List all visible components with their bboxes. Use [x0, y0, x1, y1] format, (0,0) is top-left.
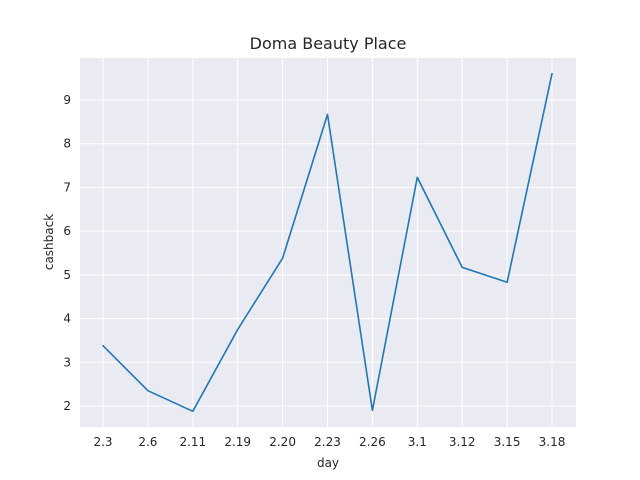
grid-lines [80, 58, 576, 427]
x-tick-labels: 2.3 2.6 2.11 2.19 2.20 2.23 2.26 3.1 3.12 3.15 3.1… [93, 435, 565, 449]
x-tick-label: 3.18 [539, 435, 566, 449]
y-axis-label: cashback [42, 214, 56, 270]
x-axis-label: day [317, 456, 339, 470]
y-tick-label: 3 [63, 355, 71, 369]
y-tick-label: 6 [63, 224, 71, 238]
x-tick-label: 2.26 [359, 435, 386, 449]
series-group [102, 72, 553, 413]
x-tick-label: 3.12 [449, 435, 476, 449]
y-tick-label: 5 [63, 268, 71, 282]
series-line [102, 72, 553, 413]
x-tick-label: 3.15 [494, 435, 521, 449]
x-tick-label: 2.23 [314, 435, 341, 449]
y-tick-label: 9 [63, 93, 71, 107]
x-tick-label: 3.1 [408, 435, 427, 449]
y-tick-label: 7 [63, 180, 71, 194]
chart-title: Doma Beauty Place [250, 34, 407, 53]
x-tick-label: 2.20 [269, 435, 296, 449]
x-tick-label: 2.19 [224, 435, 251, 449]
x-tick-label: 2.6 [138, 435, 157, 449]
y-tick-labels: 2 3 4 5 6 7 8 9 [63, 93, 71, 413]
y-tick-label: 2 [63, 399, 71, 413]
y-tick-label: 8 [63, 137, 71, 151]
y-tick-label: 4 [63, 312, 71, 326]
x-tick-label: 2.3 [93, 435, 112, 449]
x-tick-label: 2.11 [179, 435, 206, 449]
